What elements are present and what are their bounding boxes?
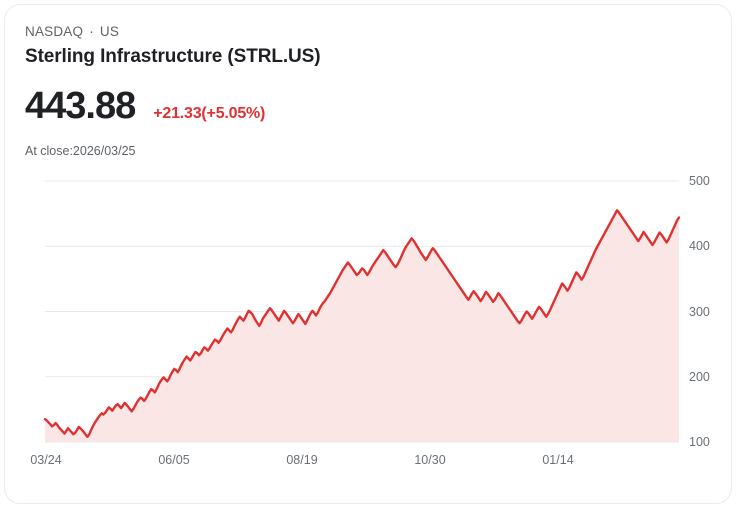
- x-axis-tick-label: 06/05: [158, 453, 190, 467]
- quote-header: NASDAQ · US Sterling Infrastructure (STRL.…: [5, 5, 731, 159]
- price-line: [43, 209, 681, 438]
- stock-quote-card: NASDAQ · US Sterling Infrastructure (STRL.…: [4, 4, 732, 504]
- region-label: US: [99, 24, 120, 39]
- market-status-note: At close:2026/03/25: [25, 144, 136, 158]
- price-chart[interactable]: 500 400 300 200 100 03/24 06/05 08/19 10/30 01/1…: [5, 165, 731, 467]
- price-change: +21.33(+5.05%): [153, 105, 266, 122]
- x-axis-tick-label: 10/30: [414, 453, 446, 467]
- exchange-row: NASDAQ · US: [25, 23, 731, 41]
- x-axis-tick-label: 08/19: [286, 453, 318, 467]
- y-axis-tick-label: 300: [689, 304, 710, 319]
- y-axis-tick-label: 500: [689, 174, 710, 188]
- x-axis-tick-label: 03/24: [30, 453, 62, 467]
- separator-dot: ·: [89, 24, 94, 39]
- exchange-name: NASDAQ: [25, 24, 84, 39]
- price-area-fill: [45, 210, 679, 442]
- x-axis-tick-label: 01/14: [542, 453, 574, 467]
- y-axis-tick-label: 200: [689, 369, 710, 384]
- current-price: 443.88: [25, 85, 136, 127]
- y-axis-tick-label: 100: [689, 435, 710, 449]
- price-row: 443.88 +21.33(+5.05%): [25, 85, 731, 127]
- price-chart-svg: [43, 180, 681, 443]
- y-axis-tick-label: 400: [689, 239, 710, 254]
- page-title: Sterling Infrastructure (STRL.US): [25, 46, 321, 67]
